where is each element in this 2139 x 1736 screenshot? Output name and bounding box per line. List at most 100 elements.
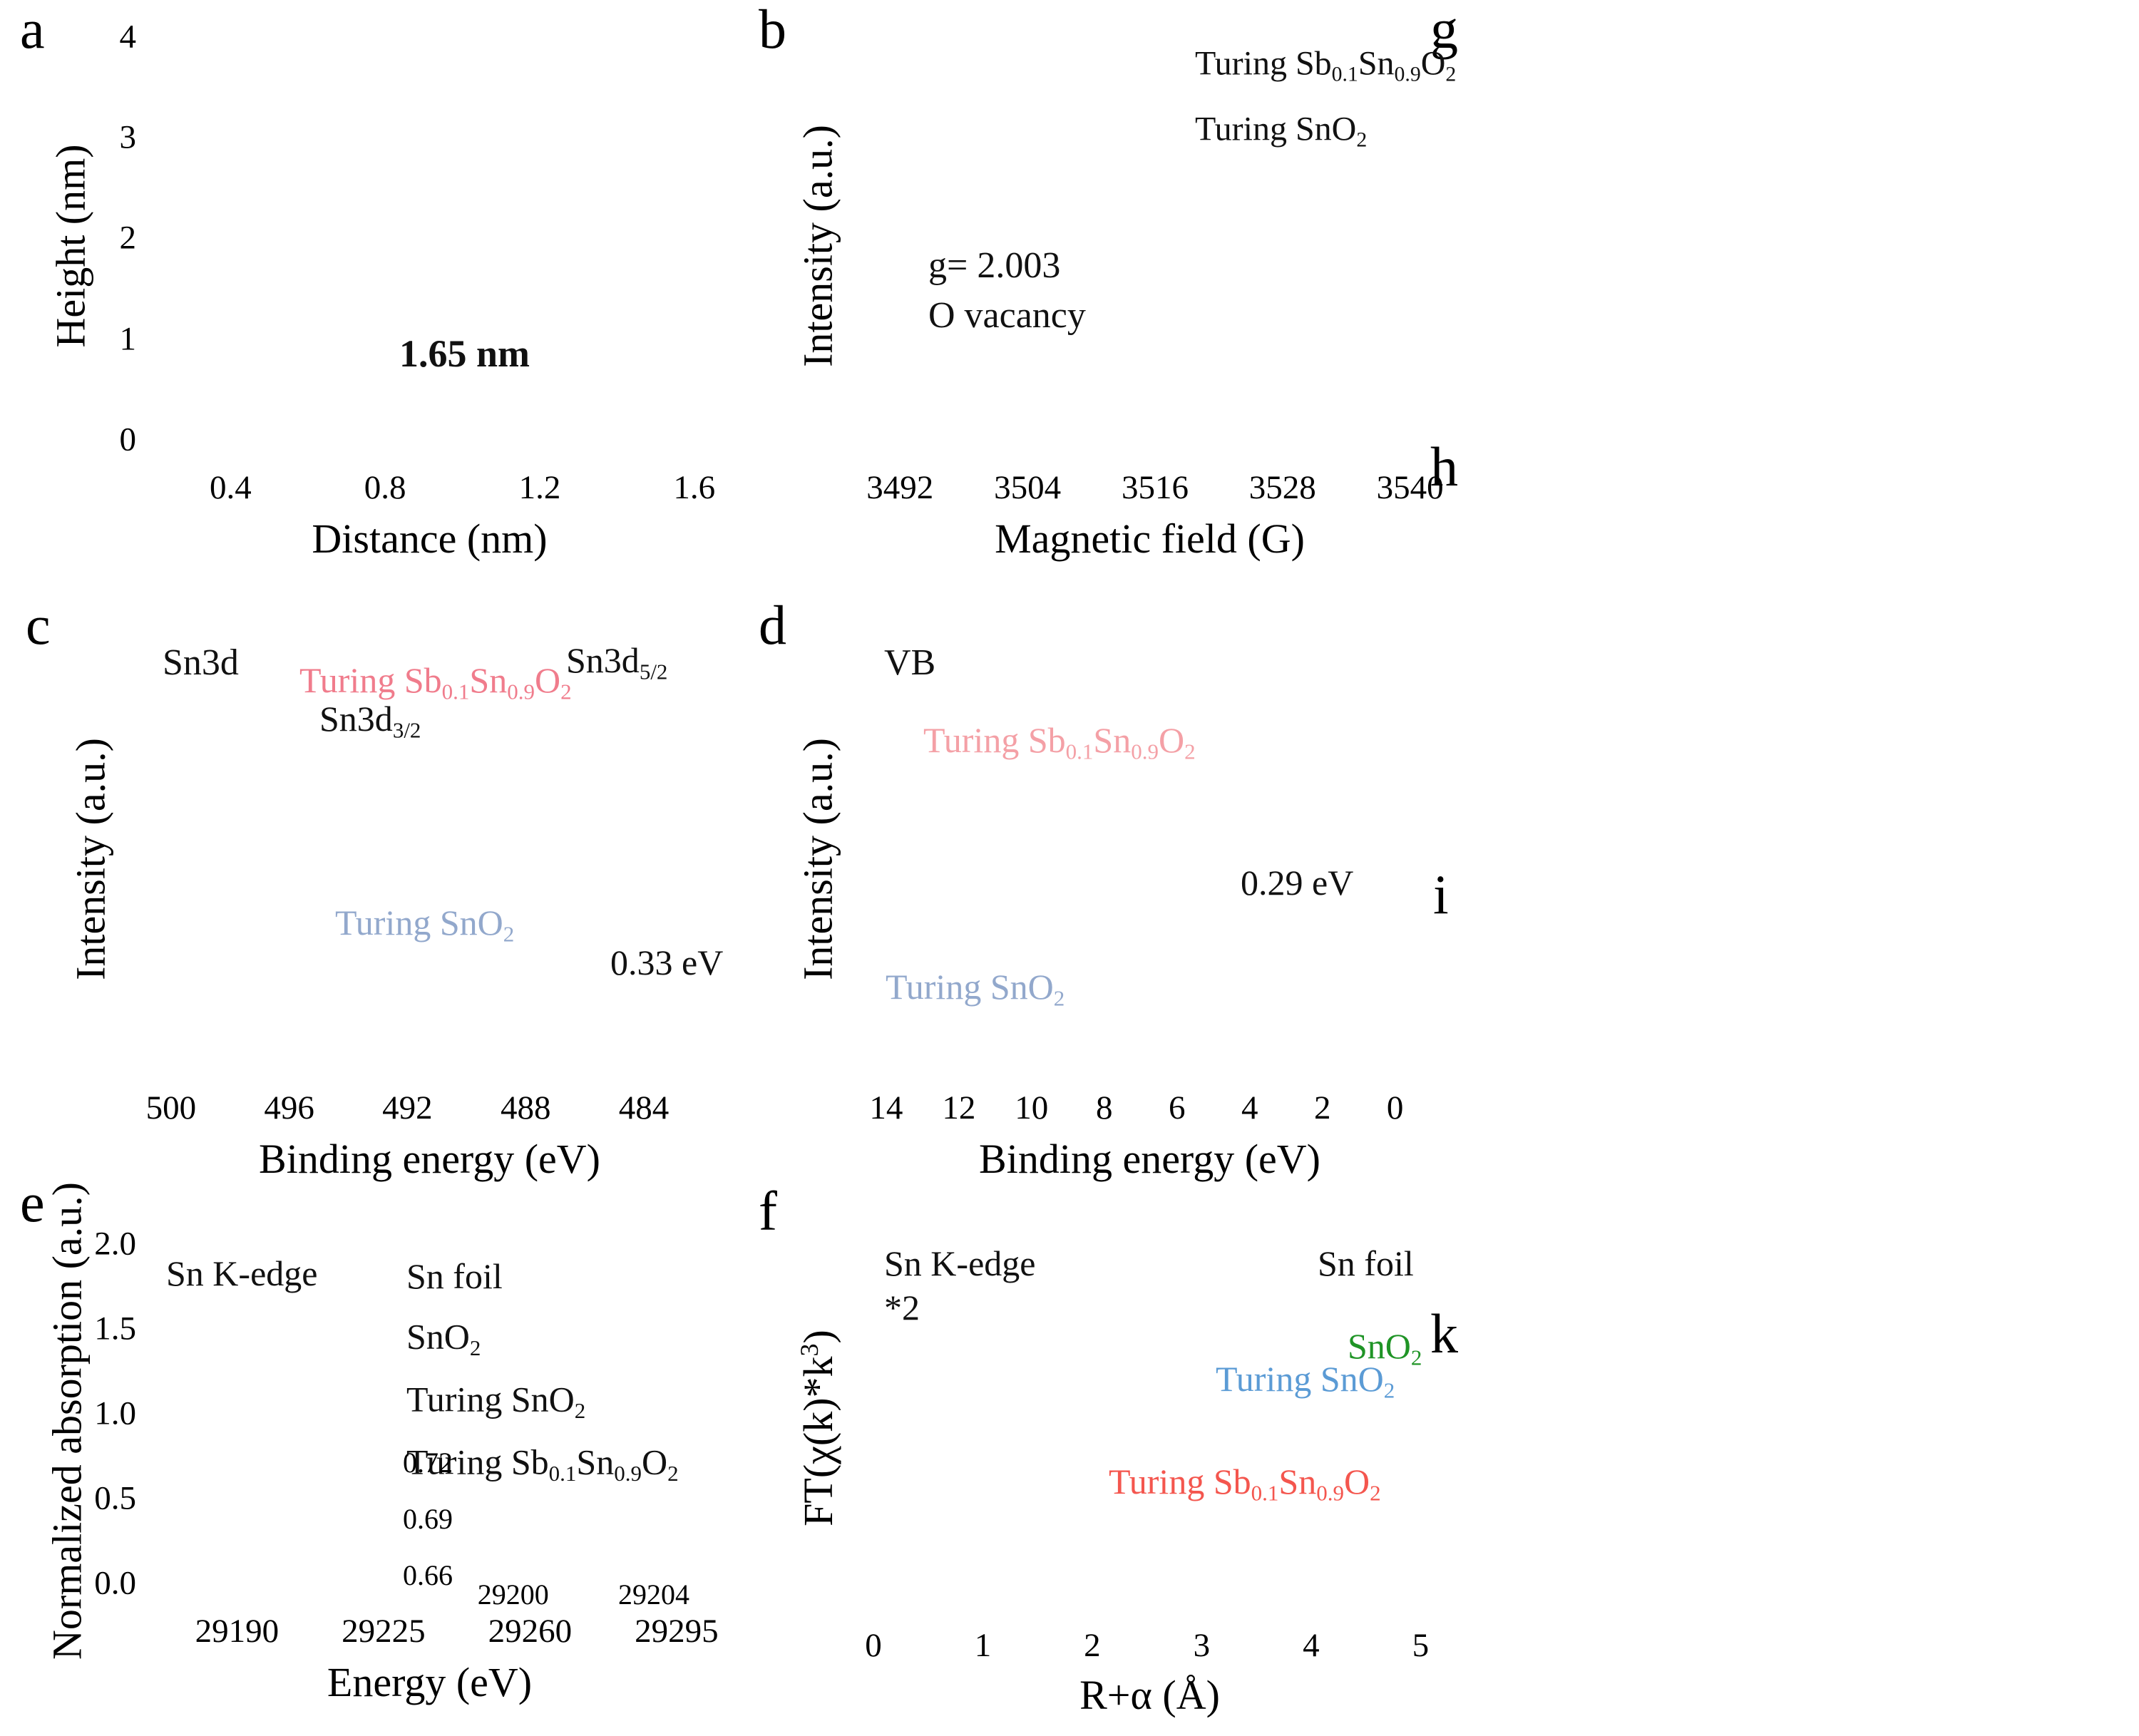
x-tick-label: 0 <box>865 1627 882 1664</box>
inset-y-tick: 0.69 <box>403 1503 453 1535</box>
afm-scalebar-label: 400 nm <box>576 184 672 219</box>
inset-x-tick: 29204 <box>618 1578 689 1611</box>
y-axis-title: Intensity (a.u.) <box>794 738 841 980</box>
inset-y-tick: 0.72 <box>403 1447 453 1479</box>
x-tick-label: 29295 <box>635 1613 719 1650</box>
y-tick-label: 4 <box>119 18 137 56</box>
annotation-text: Turing Sb0.1Sn0.9O2 <box>923 720 1196 764</box>
annotation-text: O vacancy <box>928 295 1086 336</box>
y-axis-title: Intensity (a.u.) <box>67 738 114 980</box>
annotation-text: Sn3d <box>163 642 239 683</box>
annotation-text: Turing SnO2 <box>886 967 1065 1011</box>
x-tick-label: 1.2 <box>518 469 561 506</box>
annotation-text: 0.29 eV <box>1241 863 1354 903</box>
y-axis-title: Intensity (a.u.) <box>794 125 841 367</box>
annotation-text: 0.33 eV <box>610 943 724 982</box>
y-tick-label: 1.5 <box>94 1310 136 1347</box>
x-tick-label: 14 <box>869 1089 903 1126</box>
x-tick-label: 1 <box>974 1627 992 1664</box>
annotation-text: Sn K-edge <box>166 1253 318 1293</box>
legend-label: Turing SnO2 <box>1195 110 1368 152</box>
x-axis-title: Energy (eV) <box>327 1659 533 1705</box>
x-tick-label: 488 <box>500 1089 551 1126</box>
x-tick-label: 5 <box>1412 1627 1430 1664</box>
annotation-text: g= 2.003 <box>928 245 1061 286</box>
x-tick-label: 3528 <box>1248 469 1316 506</box>
x-tick-label: 0 <box>1386 1089 1404 1126</box>
x-tick-label: 0.8 <box>364 469 406 506</box>
y-axis-title: Height (nm) <box>47 144 94 348</box>
panel-letter-g: g <box>1430 0 1458 60</box>
x-tick-label: 8 <box>1096 1089 1113 1126</box>
y-tick-label: 2 <box>119 219 137 257</box>
x-tick-label: 4 <box>1241 1089 1258 1126</box>
annotation-text: Turing Sb0.1Sn0.9O2 <box>1109 1462 1381 1506</box>
x-tick-label: 3540 <box>1376 469 1444 506</box>
legend-label: Turing Sb0.1Sn0.9O2 <box>1195 44 1457 86</box>
x-tick-label: 492 <box>382 1089 433 1126</box>
x-tick-label: 3504 <box>994 469 1062 506</box>
annotation-text: VB <box>884 642 936 683</box>
panel-letter-f: f <box>759 1180 777 1242</box>
x-tick-label: 496 <box>264 1089 314 1126</box>
panel-letter-b: b <box>759 0 786 60</box>
y-tick-label: 3 <box>119 118 137 156</box>
x-tick-label: 3 <box>1193 1627 1211 1664</box>
x-tick-label: 500 <box>145 1089 197 1126</box>
afm-height-label: 1.65 nm <box>349 86 485 130</box>
afm-cbar-min: -1.0nm <box>186 225 280 260</box>
y-axis-title: FT(χ(k)*k3) <box>794 1329 841 1526</box>
legend-label: Turing Sb0.1Sn0.9O2 <box>406 1442 679 1486</box>
x-tick-label: 10 <box>1015 1089 1049 1126</box>
panel-letter-d: d <box>759 594 786 656</box>
x-tick-label: 29225 <box>342 1613 426 1650</box>
x-tick-label: 0.4 <box>210 469 252 506</box>
x-axis-title: Magnetic field (G) <box>995 515 1305 562</box>
legend-label: Turing SnO2 <box>406 1379 586 1423</box>
x-axis-title: R+α (Å) <box>1079 1672 1220 1718</box>
y-tick-label: 0.0 <box>94 1564 136 1602</box>
y-tick-label: 0.5 <box>94 1479 136 1517</box>
x-tick-label: 6 <box>1168 1089 1186 1126</box>
panel-letter-e: e <box>20 1171 45 1233</box>
panel-letter-h: h <box>1430 436 1458 498</box>
legend-label: SnO2 <box>406 1316 481 1360</box>
x-axis-title: Distance (nm) <box>312 515 548 562</box>
x-tick-label: 3516 <box>1121 469 1189 506</box>
annotation-text: Sn foil <box>1318 1243 1414 1283</box>
afm-cbar-max: 2.5nm <box>191 50 275 85</box>
x-tick-label: 2 <box>1313 1089 1331 1126</box>
y-tick-label: 1 <box>119 319 137 357</box>
x-tick-label: 2 <box>1084 1627 1101 1664</box>
panel-letter-a: a <box>20 0 45 60</box>
y-axis-title: Normalized absorption (a.u.) <box>43 1181 91 1660</box>
annotation-text: Sn K-edge <box>884 1243 1036 1283</box>
annotation-text: Sn3d3/2 <box>319 699 421 743</box>
y-tick-label: 1.0 <box>94 1395 136 1432</box>
x-axis-title: Binding energy (eV) <box>979 1136 1320 1182</box>
x-tick-label: 29260 <box>488 1613 573 1650</box>
x-tick-label: 3492 <box>866 469 934 506</box>
x-axis-title: Binding energy (eV) <box>259 1136 600 1182</box>
panel-letter-c: c <box>26 594 51 656</box>
x-tick-label: 4 <box>1303 1627 1320 1664</box>
panel-letter-k: k <box>1430 1303 1458 1365</box>
x-tick-label: 1.6 <box>673 469 716 506</box>
x-tick-label: 29190 <box>195 1613 279 1650</box>
annotation-text: Sn3d5/2 <box>566 640 668 684</box>
y-tick-label: 2.0 <box>94 1224 136 1262</box>
legend-label: Sn foil <box>406 1255 503 1296</box>
inset-y-tick: 0.66 <box>403 1559 453 1591</box>
annotation-text: Turing Sb0.1Sn0.9O2 <box>299 660 572 704</box>
annotation-text: SnO2 <box>1348 1326 1422 1370</box>
x-tick-label: 12 <box>942 1089 976 1126</box>
x-tick-label: 484 <box>618 1089 670 1126</box>
annotation-text: 1.65 nm <box>399 332 530 375</box>
inset-x-tick: 29200 <box>477 1578 549 1611</box>
panel-letter-i: i <box>1433 863 1449 925</box>
y-tick-label: 0 <box>119 421 137 458</box>
annotation-text: Turing SnO2 <box>335 903 515 947</box>
annotation-text: *2 <box>884 1288 920 1327</box>
annotation-text: Turing SnO2 <box>1216 1359 1395 1403</box>
